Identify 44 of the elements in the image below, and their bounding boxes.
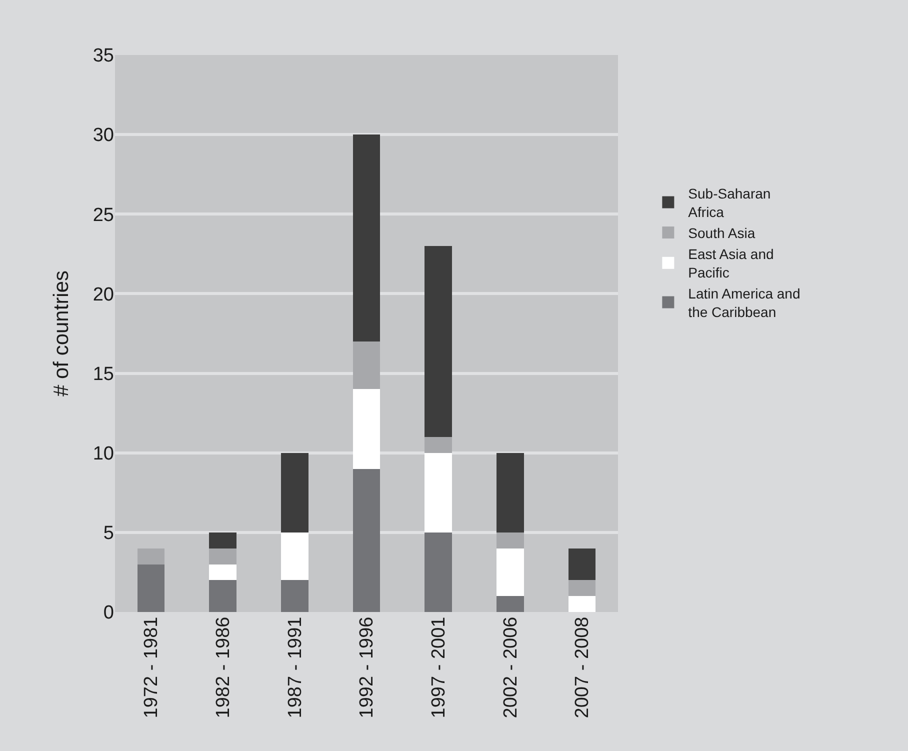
bar [424,246,452,437]
bar [209,548,236,564]
bar [352,134,380,342]
y-axis-title: # of countries [50,270,74,397]
bar [496,452,524,532]
y-tick-label: 25 [92,204,114,226]
y-tick-label: 10 [92,444,114,465]
bar [568,580,596,596]
x-tick-label: 2002 - 2006 [500,616,522,718]
y-tick-label: 35 [92,46,114,67]
x-tick-label: 1972 - 1981 [141,616,162,718]
bar [352,389,380,469]
bar [496,548,524,596]
legend-label: Sub-Saharan Africa [688,186,771,220]
bar [209,580,236,612]
legend-label: South Asia [688,225,756,241]
x-tick-label: 1982 - 1986 [212,616,234,718]
bar [352,468,380,612]
bar [568,548,596,580]
bar [209,532,236,548]
legend-label: Latin America and the Caribbean [688,286,800,320]
bar [280,532,308,580]
bar [209,564,236,580]
y-tick-label: 20 [92,284,114,306]
bar [424,436,452,453]
bar [352,341,380,390]
y-tick-label: 15 [92,364,114,385]
bar [280,452,308,532]
bar [280,580,308,612]
bar [424,452,452,532]
y-tick-label: 0 [103,602,114,624]
y-tick-label: 5 [103,523,114,544]
y-tick-label: 30 [92,125,114,146]
x-tick-label: 1987 - 1991 [284,616,306,718]
legend-label: East Asia and Pacific [688,246,774,280]
x-tick-label: 1992 - 1996 [356,616,378,718]
bar [137,564,165,612]
bar [496,532,524,548]
bar [137,548,165,564]
bar [424,532,452,612]
x-tick-label: 1997 - 2001 [428,616,450,718]
bar [496,596,524,612]
bar [568,596,596,612]
x-tick-label: 2007 - 2008 [572,616,594,718]
